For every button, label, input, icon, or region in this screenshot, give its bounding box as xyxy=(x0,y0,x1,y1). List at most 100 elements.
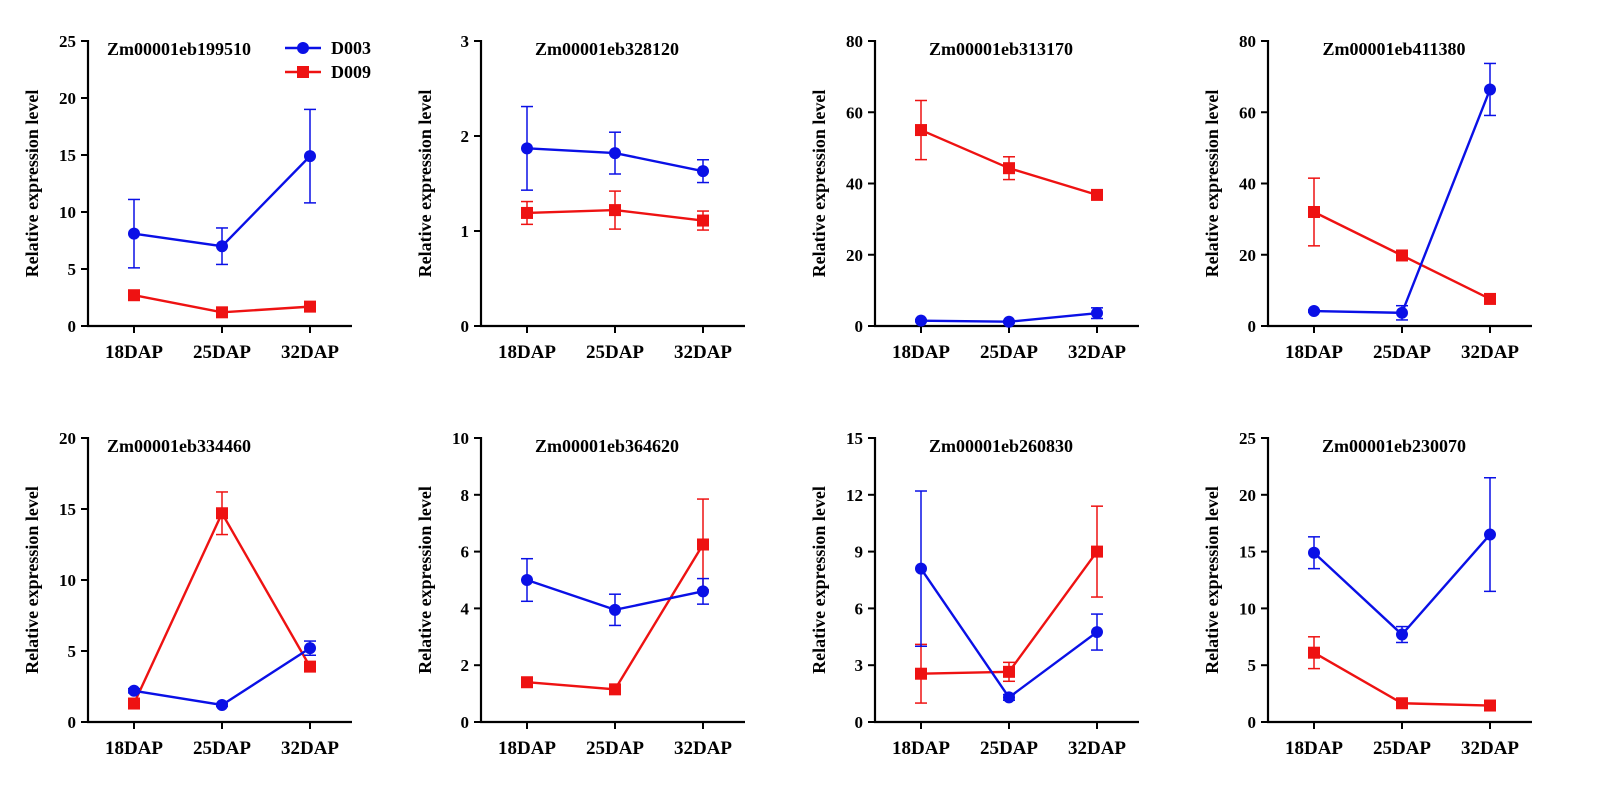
y-tick-label: 25 xyxy=(1239,429,1256,448)
legend: D003 D009 xyxy=(285,38,371,82)
chart-panel-6: 0 2 4 6 8 10 18DAP 25DAP 32DAP Relative expressio… xyxy=(415,429,745,759)
series-D003 xyxy=(915,490,1103,704)
x-tick-label: 25DAP xyxy=(193,342,251,363)
x-tick-label: 18DAP xyxy=(105,342,163,363)
y-tick-label: 10 xyxy=(59,203,76,222)
chart-title: Zm00001eb313170 xyxy=(929,39,1073,59)
series-D009 xyxy=(128,491,316,710)
y-tick-label: 15 xyxy=(59,500,76,519)
y-tick-label: 5 xyxy=(1248,656,1257,675)
series-D009 xyxy=(915,505,1103,704)
y-tick-label: 10 xyxy=(1239,599,1256,618)
series-line xyxy=(133,647,311,707)
chart-title: Zm00001eb328120 xyxy=(535,39,679,59)
y-tick-label: 60 xyxy=(846,103,863,122)
data-point xyxy=(1091,545,1103,558)
y-tick-label: 8 xyxy=(461,486,470,505)
series-D003 xyxy=(915,307,1103,328)
x-tick-label: 18DAP xyxy=(498,342,556,363)
x-tick-label: 18DAP xyxy=(892,738,950,759)
y-tick-label: 3 xyxy=(461,32,470,51)
x-tick-label: 25DAP xyxy=(193,738,251,759)
series-D003 xyxy=(521,557,709,627)
data-point xyxy=(697,165,709,178)
y-axis-label: Relative expression level xyxy=(415,90,435,278)
data-point xyxy=(216,507,228,520)
data-point xyxy=(609,204,621,217)
y-tick-label: 0 xyxy=(461,317,470,336)
legend-label: D003 xyxy=(331,38,371,58)
data-point xyxy=(1484,528,1496,541)
y-tick-label: 5 xyxy=(68,260,77,279)
y-tick-label: 0 xyxy=(68,713,77,732)
x-tick-label: 32DAP xyxy=(281,342,339,363)
data-point xyxy=(216,698,228,711)
data-point xyxy=(915,314,927,327)
series-line xyxy=(1313,533,1491,637)
chart-panel-5: 0 5 10 15 20 18DAP 25DAP 32DAP Relative expressi… xyxy=(22,429,352,759)
x-tick-label: 32DAP xyxy=(1461,738,1519,759)
data-point xyxy=(1484,699,1496,712)
chart-panel-2: 0 1 2 3 18DAP 25DAP 32DAP Relative expression l… xyxy=(415,32,745,363)
data-point xyxy=(128,684,140,697)
y-tick-label: 5 xyxy=(68,642,77,661)
data-point xyxy=(697,214,709,227)
data-point xyxy=(1003,315,1015,328)
x-tick-label: 32DAP xyxy=(674,738,732,759)
data-point xyxy=(304,150,316,163)
y-axis-label: Relative expression level xyxy=(809,90,829,278)
x-tick-label: 18DAP xyxy=(892,342,950,363)
chart-panel-3: 0 20 40 60 80 18DAP 25DAP 32DAP Relative express… xyxy=(809,32,1139,363)
y-tick-label: 0 xyxy=(1248,317,1257,336)
x-tick-label: 32DAP xyxy=(1461,342,1519,363)
y-tick-label: 0 xyxy=(855,713,864,732)
y-tick-label: 12 xyxy=(846,486,863,505)
chart-title: Zm00001eb260830 xyxy=(929,436,1073,456)
y-tick-label: 9 xyxy=(855,543,864,562)
data-point xyxy=(1091,626,1103,639)
x-tick-label: 32DAP xyxy=(1068,738,1126,759)
data-point xyxy=(1484,83,1496,96)
x-tick-label: 18DAP xyxy=(1285,738,1343,759)
series-line xyxy=(920,550,1098,675)
data-point xyxy=(216,240,228,253)
y-tick-label: 20 xyxy=(1239,246,1256,265)
data-point xyxy=(609,603,621,616)
y-tick-label: 0 xyxy=(461,713,470,732)
data-point xyxy=(1003,665,1015,678)
data-point xyxy=(697,585,709,598)
y-tick-label: 15 xyxy=(1239,543,1256,562)
data-point xyxy=(128,697,140,710)
chart-panel-4: 0 20 40 60 80 18DAP 25DAP 32DAP Relative express… xyxy=(1202,32,1532,363)
data-point xyxy=(1308,305,1320,318)
data-point xyxy=(1396,249,1408,262)
data-point xyxy=(521,574,533,586)
chart-title: Zm00001eb199510 xyxy=(107,39,251,59)
series-D003 xyxy=(128,640,316,711)
data-point xyxy=(609,147,621,160)
y-tick-label: 20 xyxy=(59,89,76,108)
chart-title: Zm00001eb364620 xyxy=(535,436,679,456)
data-point xyxy=(1091,188,1103,201)
y-tick-label: 0 xyxy=(855,317,864,336)
legend-label: D009 xyxy=(331,62,371,82)
series-D003 xyxy=(1308,477,1496,644)
series-D003 xyxy=(128,108,316,269)
series-D009 xyxy=(128,289,316,319)
series-D003 xyxy=(521,105,709,191)
y-tick-label: 1 xyxy=(461,222,470,241)
y-tick-label: 4 xyxy=(461,599,470,618)
x-tick-label: 25DAP xyxy=(586,738,644,759)
x-tick-label: 18DAP xyxy=(1285,342,1343,363)
y-axis-label: Relative expression level xyxy=(22,486,42,674)
y-tick-label: 15 xyxy=(846,429,863,448)
y-axis-label: Relative expression level xyxy=(22,90,42,278)
data-point xyxy=(1396,697,1408,710)
chart-panel-7: 0 3 6 9 12 15 18DAP 25DAP 32DAP Relative expressi… xyxy=(809,429,1139,759)
data-point xyxy=(609,683,621,696)
y-tick-label: 6 xyxy=(855,599,864,618)
data-point xyxy=(304,300,316,313)
data-point xyxy=(1396,628,1408,641)
data-point xyxy=(521,142,533,155)
data-point xyxy=(128,227,140,240)
